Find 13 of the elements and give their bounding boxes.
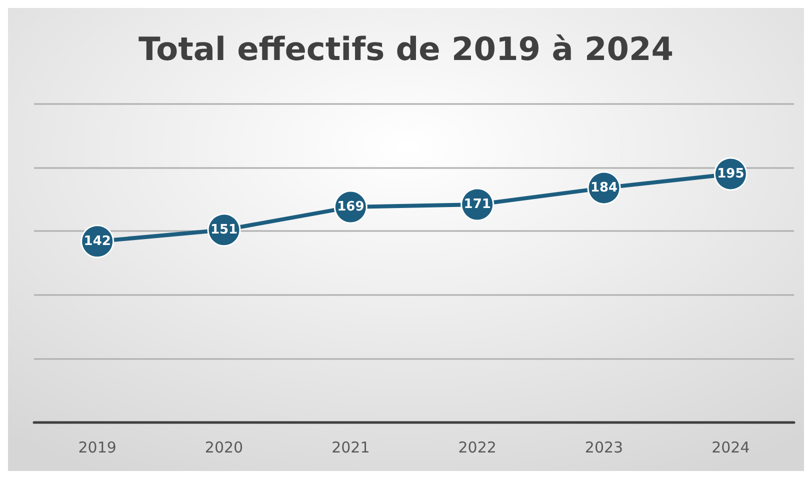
data-label: 184 bbox=[590, 180, 618, 196]
chart-title: Total effectifs de 2019 à 2024 bbox=[138, 30, 674, 68]
data-label: 169 bbox=[337, 200, 364, 215]
x-tick-label: 2022 bbox=[458, 438, 496, 456]
data-label: 151 bbox=[210, 222, 238, 238]
data-label: 195 bbox=[717, 166, 744, 182]
x-tick-label: 2020 bbox=[204, 438, 244, 456]
x-tick-label: 2024 bbox=[712, 438, 750, 456]
x-tick-label: 2021 bbox=[332, 438, 370, 456]
x-tick-label: 2023 bbox=[584, 438, 624, 456]
data-label: 171 bbox=[464, 196, 491, 212]
x-tick-label: 2019 bbox=[78, 438, 116, 456]
data-label: 142 bbox=[84, 234, 111, 249]
